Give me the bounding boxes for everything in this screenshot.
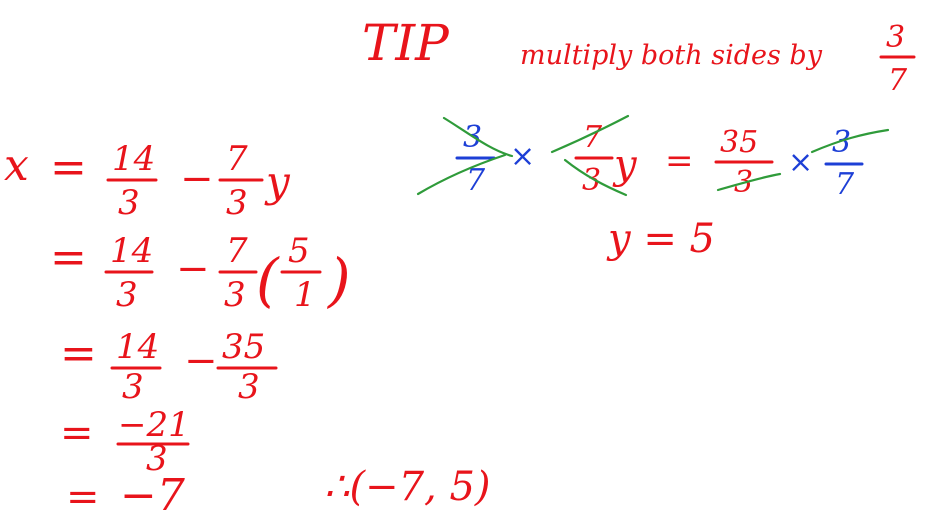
x-variable: x [4, 140, 29, 191]
equals-sign: = [60, 410, 94, 456]
fraction-numerator: 35 [222, 327, 265, 367]
fraction-denominator: 3 [224, 275, 246, 315]
variable-y: y [264, 157, 291, 206]
fraction-denominator: 3 [226, 183, 248, 223]
paren-close: ) [326, 246, 351, 314]
fraction-denominator: 3 [116, 275, 138, 315]
fraction-denominator: 3 [118, 183, 140, 223]
x-value: −7 [120, 470, 185, 521]
fraction-denominator: 3 [238, 367, 260, 407]
minus-sign: − [180, 156, 214, 202]
fraction-denominator: 3 [122, 367, 144, 407]
rhs-mult-fraction-denominator: 7 [835, 167, 855, 202]
tip-text: multiply both sides by [520, 40, 823, 71]
fraction-numerator: 7 [226, 139, 248, 179]
tip-fraction-denominator: 7 [888, 63, 908, 98]
x-solution: x = 14 3 − 7 3 y = 14 3 − 7 3 ( 5 1 ) = … [4, 139, 351, 521]
tip-note: TIP multiply both sides by 3 7 [362, 14, 914, 98]
strike-mark [418, 155, 505, 194]
equals-sign: = [60, 328, 97, 379]
times-symbol: × [510, 139, 535, 174]
fraction-denominator: 1 [294, 275, 316, 315]
rhs-times-symbol: × [788, 145, 813, 180]
y-result: y = 5 [606, 216, 715, 262]
paren-open: ( [256, 246, 280, 314]
tip-fraction-numerator: 3 [886, 20, 905, 55]
fraction-numerator: 7 [226, 231, 248, 271]
fraction-numerator: 14 [116, 327, 159, 367]
minus-sign: − [184, 338, 218, 384]
fraction-numerator: 14 [112, 139, 155, 179]
rhs-fraction-numerator: 35 [720, 125, 758, 160]
y-solution: 3 7 × 7 3 y = 35 3 × 3 7 y = 5 [418, 116, 888, 262]
equals-sign: = [665, 141, 694, 181]
minus-sign: − [176, 246, 210, 292]
solution-point: ∴(−7, 5) [324, 464, 491, 510]
equals-sign: = [50, 232, 87, 283]
tip-title: TIP [362, 14, 450, 72]
variable-y: y [612, 142, 638, 188]
equals-sign: = [66, 474, 100, 520]
fraction-numerator: 5 [288, 231, 310, 271]
fraction-numerator: 14 [110, 231, 153, 271]
equals-sign: = [50, 142, 87, 193]
